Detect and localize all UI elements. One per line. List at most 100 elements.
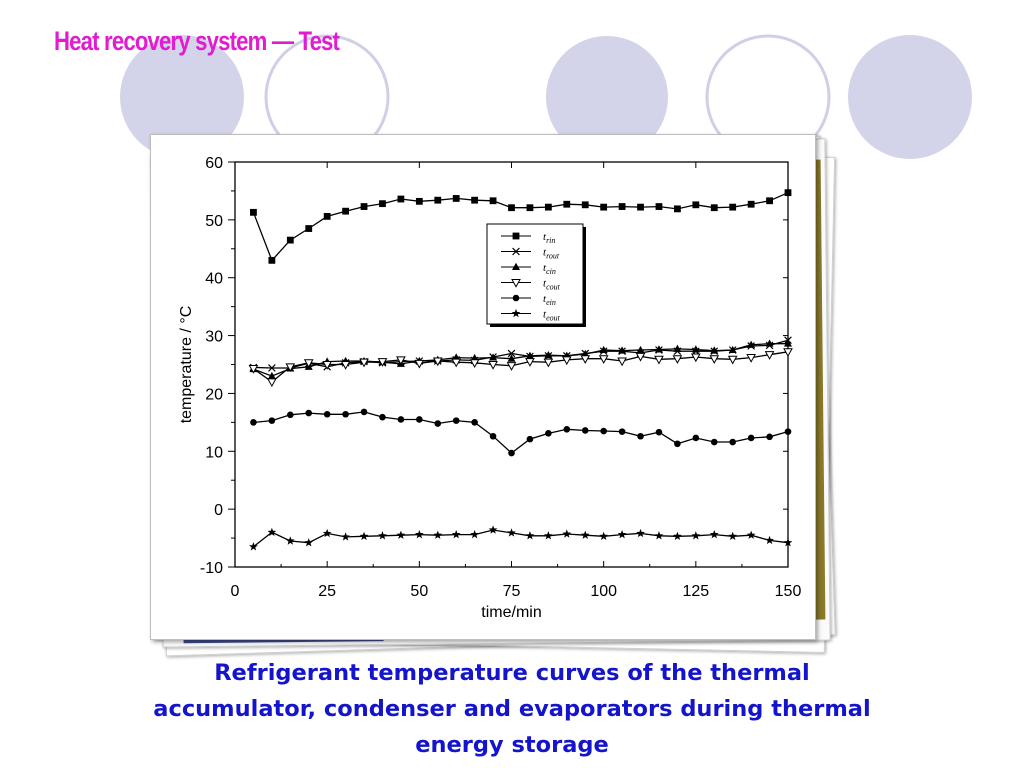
point-triangle-up — [728, 345, 737, 354]
point-square — [600, 203, 608, 211]
point-triangle-down — [340, 361, 351, 370]
point-triangle-down — [303, 359, 314, 368]
point-circle — [747, 434, 755, 442]
point-triangle-up — [618, 346, 627, 354]
y-tick-label: 10 — [205, 444, 223, 461]
point-star — [636, 528, 645, 538]
point-star — [396, 530, 406, 539]
point-square — [415, 197, 423, 205]
point-triangle-up — [512, 262, 520, 270]
point-triangle-down — [580, 355, 591, 364]
y-tick-label: 60 — [205, 155, 223, 172]
point-triangle-up — [673, 344, 682, 352]
point-circle — [637, 432, 644, 440]
point-square — [323, 212, 331, 220]
point-square — [637, 203, 644, 211]
x-tick-label: 125 — [682, 583, 709, 600]
series-line-cin — [253, 343, 788, 377]
point-triangle-up — [599, 345, 608, 354]
point-star — [511, 308, 521, 318]
point-triangle-down — [727, 355, 738, 365]
point-triangle-down — [690, 353, 701, 363]
point-triangle-down — [322, 361, 333, 370]
point-triangle-down — [525, 358, 535, 367]
point-star — [341, 532, 350, 541]
legend-label: tcin — [543, 262, 556, 276]
deco-circle-1 — [120, 35, 244, 159]
point-circle — [618, 428, 626, 435]
point-triangle-up — [784, 339, 792, 347]
point-circle — [784, 428, 792, 435]
caption-line-2: accumulator, condenser and evaporators d… — [153, 696, 871, 722]
series-line-cout — [253, 351, 789, 383]
point-circle — [674, 440, 681, 448]
point-circle — [471, 419, 478, 426]
point-circle — [729, 438, 736, 446]
point-circle — [342, 410, 349, 418]
y-tick-label: 30 — [205, 329, 223, 346]
point-triangle-up — [267, 371, 276, 380]
series-eout — [249, 525, 793, 551]
x-tick-label: 100 — [590, 583, 617, 600]
point-square — [360, 203, 368, 210]
point-square — [618, 203, 626, 210]
point-square — [250, 208, 257, 216]
point-circle — [397, 416, 405, 423]
legend-label: tein — [543, 293, 556, 307]
x-tick-label: 150 — [775, 583, 802, 600]
point-triangle-down — [511, 279, 521, 288]
y-axis-label: temperature / °C — [178, 306, 195, 424]
point-star — [709, 530, 719, 539]
legend-entry-cin: tcin — [501, 262, 556, 276]
y-tick-label: 50 — [205, 213, 223, 230]
point-star — [580, 530, 590, 539]
point-star — [507, 528, 516, 537]
point-square — [434, 196, 442, 204]
point-triangle-down — [635, 352, 646, 362]
deco-circle-3 — [546, 36, 668, 158]
point-star — [599, 531, 609, 541]
point-square — [655, 203, 663, 210]
point-triangle-down — [654, 355, 664, 365]
point-star — [525, 531, 535, 540]
point-triangle-down — [396, 356, 406, 366]
point-star — [267, 527, 277, 537]
point-square — [452, 195, 460, 202]
point-triangle-up — [636, 345, 645, 354]
point-triangle-down — [561, 356, 572, 366]
point-triangle-up — [765, 339, 774, 347]
point-triangle-down — [377, 358, 388, 367]
photo-card — [150, 134, 816, 640]
point-triangle-up — [747, 340, 756, 348]
point-circle — [268, 417, 276, 424]
point-square — [471, 196, 479, 204]
x-axis-label: time/min — [481, 604, 541, 621]
point-triangle-down — [267, 378, 277, 388]
point-star — [728, 531, 738, 541]
point-square — [512, 232, 520, 240]
point-x — [512, 247, 520, 256]
point-circle — [545, 430, 552, 437]
point-circle — [508, 449, 515, 457]
point-x — [507, 349, 516, 358]
point-circle — [250, 419, 257, 426]
point-square — [766, 197, 773, 205]
point-star — [765, 535, 774, 545]
point-triangle-up — [691, 345, 700, 353]
point-circle — [563, 426, 571, 433]
point-triangle-down — [248, 365, 259, 374]
point-circle — [512, 294, 520, 302]
point-square — [342, 207, 349, 215]
y-tick-label: -10 — [200, 560, 223, 577]
point-x — [268, 364, 276, 372]
figure-caption: Refrigerant temperature curves of the th… — [60, 655, 964, 763]
point-triangle-down — [506, 362, 517, 371]
point-circle — [581, 427, 589, 434]
point-triangle-up — [654, 345, 663, 353]
point-square — [729, 203, 737, 211]
series-rout — [249, 336, 792, 372]
point-star — [304, 538, 314, 547]
x-tick-label: 50 — [410, 583, 428, 600]
point-circle — [416, 416, 423, 423]
point-square — [747, 200, 755, 208]
